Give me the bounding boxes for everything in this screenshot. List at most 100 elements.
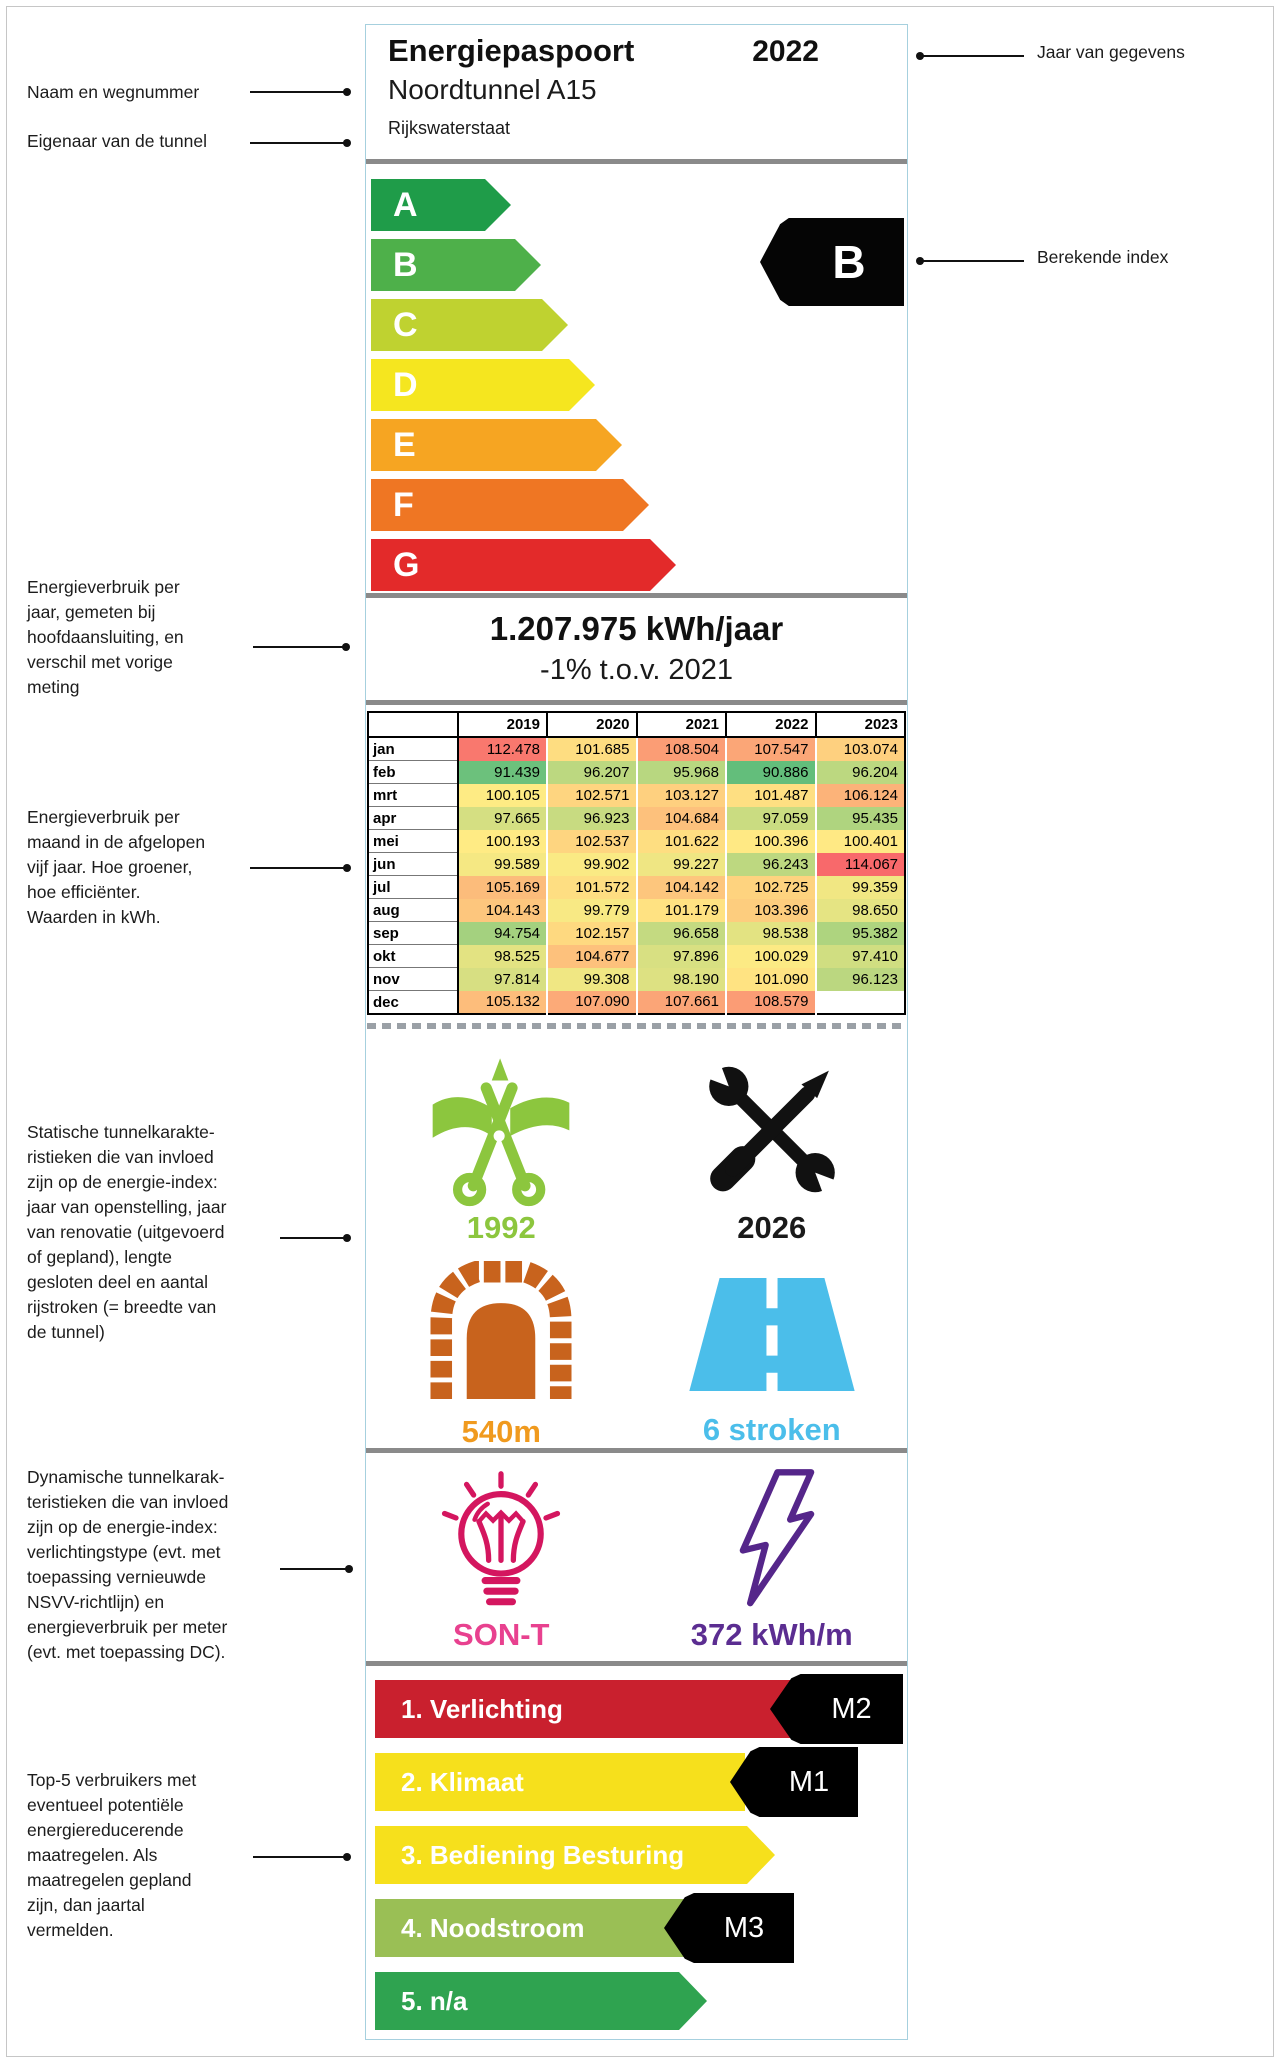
top5-bar-row: 1. Verlichting M2 xyxy=(375,1674,907,1744)
consumption-cell: 101.622 xyxy=(635,829,726,853)
energy-class-arrow-B: B xyxy=(371,239,541,291)
consumption-cell: 103.074 xyxy=(814,737,905,761)
annotation-monthly-consumption: Energieverbruik per maand in de afgelope… xyxy=(27,807,206,927)
monthly-consumption-table: 2019 2020 2021 2022 2023 jan 112.478 101.685 108… xyxy=(367,711,906,1015)
energy-class-arrow-E: E xyxy=(371,419,622,471)
consumption-cell: 101.572 xyxy=(546,875,637,899)
consumption-cell: 100.401 xyxy=(814,829,905,853)
lighting-type-label: SON-T xyxy=(453,1617,550,1652)
year-header: 2020 xyxy=(546,711,638,738)
consumption-cell: 100.396 xyxy=(725,829,816,853)
measure-badge: M2 xyxy=(770,1674,903,1744)
road-icon xyxy=(689,1278,855,1391)
consumption-cell: 96.204 xyxy=(814,760,905,784)
section-divider xyxy=(366,700,907,705)
energy-per-meter-cell: 372 kWh/m xyxy=(637,1453,908,1661)
year-header: 2021 xyxy=(635,711,727,738)
dynamic-characteristics-section: SON-T 372 kWh/m xyxy=(366,1453,907,1661)
annotation-annual-consumption: Energieverbruik per jaar, gemeten bij ho… xyxy=(27,577,184,697)
tools-icon xyxy=(697,1054,847,1205)
consumption-cell: 107.547 xyxy=(725,737,816,761)
top5-bar: 3. Bediening Besturing xyxy=(375,1826,775,1884)
consumption-cell: 100.029 xyxy=(725,944,816,968)
energy-class-arrow-A: A xyxy=(371,179,511,231)
renovation-year-cell: 2026 xyxy=(637,1031,908,1246)
lanes-label: 6 stroken xyxy=(702,1412,841,1447)
consumption-cell: 114.067 xyxy=(814,852,905,876)
consumption-cell: 104.684 xyxy=(635,806,726,830)
annual-consumption-value: 1.207.975 kWh/jaar xyxy=(489,610,784,647)
annual-consumption-section: 1.207.975 kWh/jaar -1% t.o.v. 2021 xyxy=(366,598,907,700)
table-row: sep 94.754 102.157 96.658 98.538 95.382 xyxy=(368,921,905,945)
consumption-cell: 101.685 xyxy=(546,737,637,761)
consumption-cell: 101.487 xyxy=(725,783,816,807)
top5-consumers-section: 1. Verlichting M2 2. Klimaat M1 3. Bediening… xyxy=(366,1666,907,2041)
consumption-cell: 103.396 xyxy=(725,898,816,922)
consumption-cell: 112.478 xyxy=(456,737,547,761)
table-corner-cell xyxy=(367,711,459,738)
passport-header: Energiepaspoort 2022 Noordtunnel A15 Rij… xyxy=(366,25,907,159)
consumption-cell: 108.579 xyxy=(725,990,816,1014)
table-row: mei 100.193 102.537 101.622 100.396 100.401 xyxy=(368,829,905,853)
annotation-computed-index: Berekende index xyxy=(1037,247,1169,267)
table-row: aug 104.143 99.779 101.179 103.396 98.650 xyxy=(368,898,905,922)
page-frame xyxy=(6,6,1274,2057)
lightbulb-icon xyxy=(442,1471,561,1606)
top5-bar: 2. Klimaat xyxy=(375,1753,745,1811)
section-divider xyxy=(366,1448,907,1453)
renovation-year-label: 2026 xyxy=(737,1210,807,1245)
table-row: jun 99.589 99.902 99.227 96.243 114.067 xyxy=(368,852,905,876)
top5-bar: 4. Noodstroom xyxy=(375,1899,685,1957)
consumption-cell: 100.105 xyxy=(456,783,547,807)
computed-index-badge: B xyxy=(760,218,904,306)
consumption-cell: 95.435 xyxy=(814,806,905,830)
measure-badge: M3 xyxy=(664,1893,794,1963)
tunnel-owner: Rijkswaterstaat xyxy=(388,118,511,138)
consumption-cell: 107.661 xyxy=(635,990,726,1014)
section-divider xyxy=(366,159,907,164)
consumption-cell: 101.179 xyxy=(635,898,726,922)
static-characteristics-section: 1992 2026 540m xyxy=(366,1025,908,1449)
year-header: 2019 xyxy=(456,711,548,738)
connector-line xyxy=(250,88,351,96)
consumption-cell: 105.169 xyxy=(456,875,547,899)
closed-length-cell: 540m xyxy=(366,1246,637,1454)
consumption-cell: 99.779 xyxy=(546,898,637,922)
data-year: 2022 xyxy=(752,35,819,68)
month-label: dec xyxy=(368,990,459,1015)
top5-bar-row: 2. Klimaat M1 xyxy=(375,1747,907,1817)
month-label: jun xyxy=(368,852,459,876)
monthly-consumption-section: 2019 2020 2021 2022 2023 jan 112.478 101.685 108… xyxy=(366,705,907,1029)
opening-year-cell: 1992 xyxy=(366,1031,637,1246)
consumption-cell: 102.725 xyxy=(725,875,816,899)
dotted-divider xyxy=(367,1023,906,1029)
top5-bars: 1. Verlichting M2 2. Klimaat M1 3. Bediening… xyxy=(375,1674,907,2030)
consumption-cell: 95.968 xyxy=(635,760,726,784)
measure-badge: M1 xyxy=(730,1747,858,1817)
lanes-cell: 6 stroken xyxy=(637,1246,908,1454)
month-label: jul xyxy=(368,875,459,899)
month-label: feb xyxy=(368,760,459,784)
connector-line xyxy=(280,1565,353,1573)
consumption-cell: 97.814 xyxy=(456,967,547,991)
consumption-cell: 103.127 xyxy=(635,783,726,807)
top5-bar: 1. Verlichting xyxy=(375,1680,795,1738)
consumption-cell: 102.537 xyxy=(546,829,637,853)
consumption-cell: 107.090 xyxy=(546,990,637,1014)
consumption-cell: 99.902 xyxy=(546,852,637,876)
consumption-cell: 102.157 xyxy=(546,921,637,945)
top5-bar-row: 3. Bediening Besturing xyxy=(375,1826,907,1884)
consumption-cell: 99.359 xyxy=(814,875,905,899)
annotation-name-roadnumber: Naam en wegnummer xyxy=(27,82,200,102)
month-label: aug xyxy=(368,898,459,922)
tunnel-icon xyxy=(430,1260,572,1400)
section-divider xyxy=(366,593,907,598)
lighting-type-cell: SON-T xyxy=(366,1453,637,1661)
annotation-owner: Eigenaar van de tunnel xyxy=(27,131,207,151)
top5-bar-row: 5. n/a xyxy=(375,1972,907,2030)
consumption-cell: 105.132 xyxy=(456,990,547,1014)
consumption-cell: 108.504 xyxy=(635,737,726,761)
connector-line xyxy=(253,643,350,651)
consumption-cell: 96.923 xyxy=(546,806,637,830)
consumption-cell: 90.886 xyxy=(725,760,816,784)
